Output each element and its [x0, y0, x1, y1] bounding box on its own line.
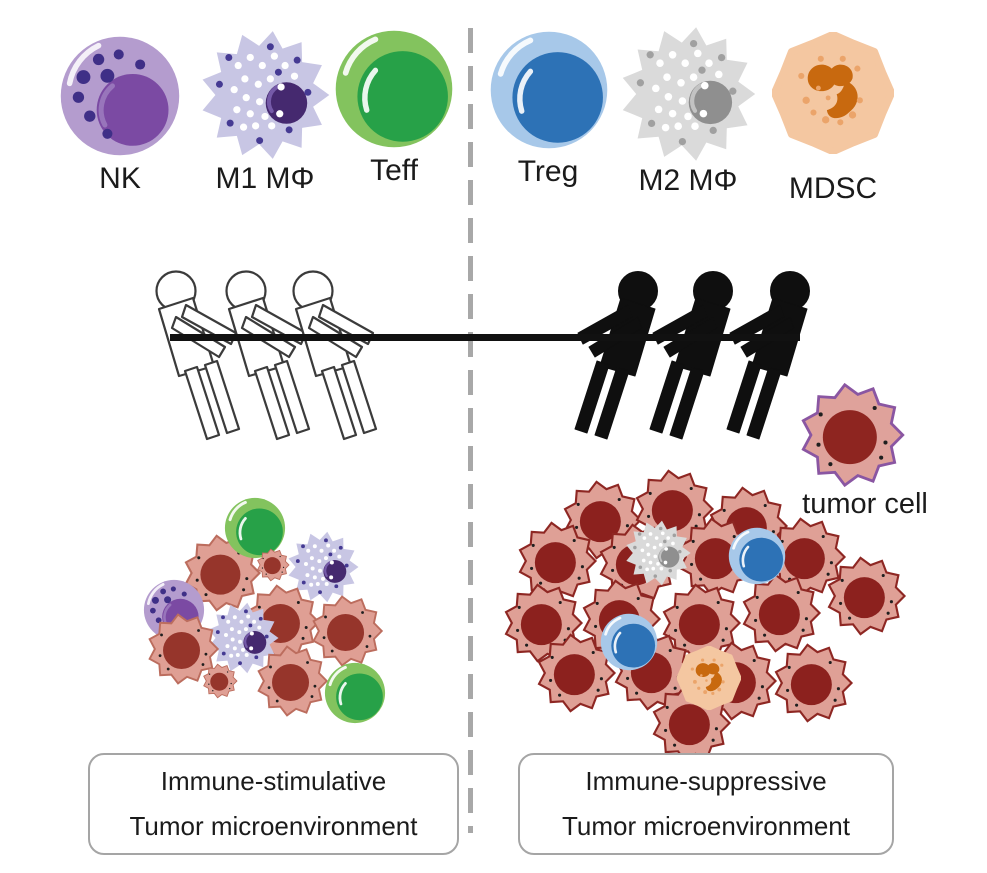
- treg-cell-icon: [727, 526, 787, 586]
- small-tumor-cell-icon: [257, 549, 289, 581]
- mdsc-cell-icon: [774, 34, 891, 151]
- tumor-cell-icon: [829, 557, 905, 635]
- solid-puller-figure: [574, 271, 658, 440]
- immune-stimulative-tme-cluster: [142, 496, 387, 725]
- treg-cell-icon: [599, 612, 659, 672]
- nk-cell-icon: [61, 37, 179, 155]
- tumor-cell-icon: [776, 644, 852, 722]
- teff-cell-icon: [336, 31, 453, 148]
- tumor-cell-icon: [149, 614, 218, 684]
- tumor-cell-label: tumor cell: [802, 488, 928, 520]
- solid-puller-figure: [726, 271, 810, 440]
- caption-line: Immune-stimulative: [160, 766, 387, 796]
- m1-macrophage-icon: [202, 31, 330, 159]
- tug-team-immune-stimulative: [155, 270, 378, 441]
- caption-box-suppressive: Immune-suppressive Tumor microenvironmen…: [518, 753, 894, 855]
- mdsc-cell-icon: [677, 646, 741, 710]
- teff-cell-icon: [223, 496, 287, 560]
- treg-label: Treg: [517, 155, 579, 188]
- m1-label: M1 MΦ: [215, 162, 315, 195]
- m2-macrophage-icon: [622, 27, 756, 161]
- nk-label: NK: [99, 162, 141, 195]
- tumor-cell-icon: [313, 596, 382, 666]
- tug-rope: [170, 334, 800, 341]
- teff-label: Teff: [370, 154, 418, 187]
- tumor-cell-icon: [258, 646, 327, 716]
- tug-team-immune-suppressive: [574, 271, 810, 440]
- m2-label: M2 MΦ: [638, 164, 738, 197]
- outline-puller-figure: [292, 270, 378, 441]
- caption-line: Tumor microenvironment: [561, 811, 850, 841]
- tumor-cell-icon: [803, 384, 903, 486]
- caption-line: Immune-suppressive: [585, 766, 827, 796]
- mdsc-label: MDSC: [788, 172, 878, 205]
- caption-box-stimulative: Immune-stimulative Tumor microenvironmen…: [88, 753, 459, 855]
- treg-cell-icon: [491, 32, 608, 149]
- teff-cell-icon: [323, 661, 387, 725]
- caption-line: Tumor microenvironment: [129, 811, 418, 841]
- solid-puller-figure: [649, 271, 733, 440]
